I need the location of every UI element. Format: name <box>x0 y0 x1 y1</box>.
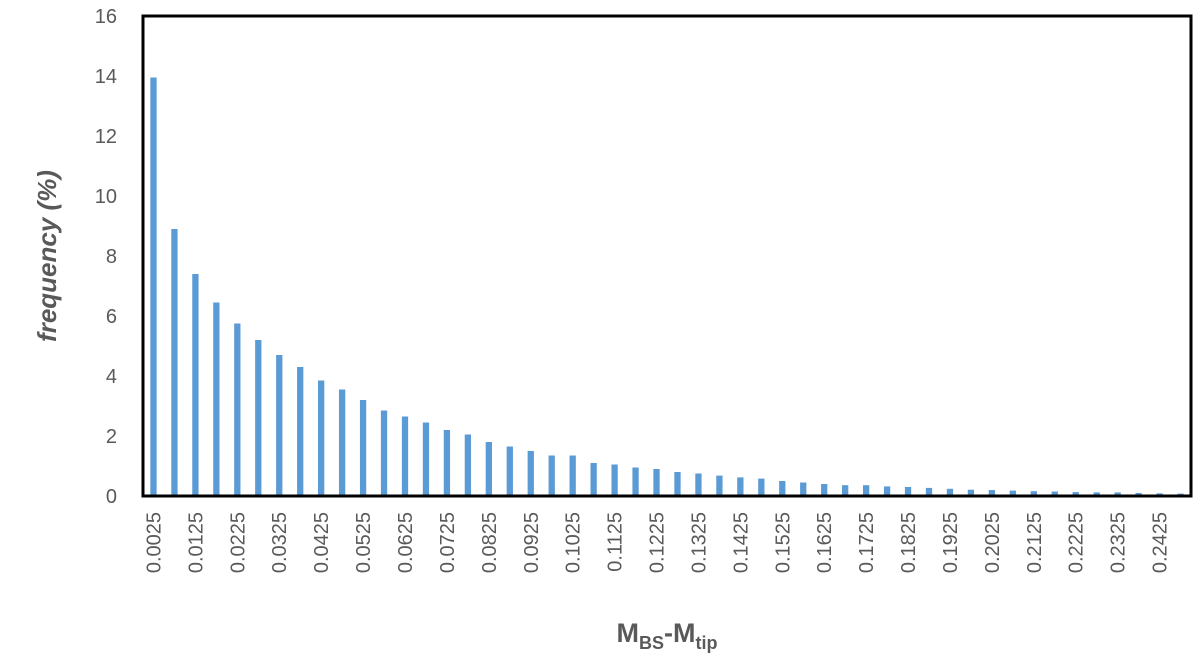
bar <box>380 410 388 496</box>
bar <box>653 469 660 496</box>
x-tick-label: 0.2225 <box>1066 512 1088 573</box>
bar <box>904 487 912 496</box>
bars-group <box>150 77 1184 496</box>
bar <box>883 486 891 496</box>
bar <box>862 485 870 496</box>
bar <box>171 229 178 496</box>
x-tick-label: 0.1825 <box>898 512 920 573</box>
y-tick-label: 10 <box>95 186 117 208</box>
x-tick-label: 0.1725 <box>856 512 878 573</box>
bar <box>737 477 744 496</box>
x-axis-label-subscript: tip <box>696 633 718 653</box>
bar <box>821 484 828 496</box>
plot-area-frame <box>141 14 1193 498</box>
x-axis-label-part: -M <box>664 618 695 648</box>
x-tick-label: 0.0525 <box>353 512 375 573</box>
x-tick-label: 0.0925 <box>521 512 543 573</box>
bar <box>359 400 367 496</box>
bar <box>590 463 597 496</box>
bar <box>443 430 451 496</box>
x-tick-label: 0.1125 <box>605 512 627 572</box>
bar <box>569 455 576 496</box>
x-tick-label: 0.1425 <box>730 512 752 573</box>
y-axis-ticks: 0 2 4 6 8 10 12 14 16 <box>95 6 117 508</box>
bar <box>842 485 849 496</box>
x-tick-label: 0.0425 <box>311 512 333 573</box>
y-tick-label: 8 <box>106 246 117 268</box>
bar <box>422 422 430 496</box>
x-tick-label: 0.0725 <box>437 512 459 573</box>
bar <box>548 455 555 496</box>
y-tick-label: 14 <box>95 66 117 88</box>
x-tick-label: 0.0825 <box>479 512 501 573</box>
bar <box>925 487 933 496</box>
bar <box>506 446 513 496</box>
x-tick-label: 0.2325 <box>1108 512 1130 573</box>
bar <box>988 490 996 496</box>
x-axis-label-subscript: BS <box>639 633 664 653</box>
bar <box>695 473 702 496</box>
bar <box>758 478 765 496</box>
x-tick-label: 0.2425 <box>1150 512 1172 573</box>
x-tick-label: 0.1525 <box>772 512 794 573</box>
x-tick-label: 0.1325 <box>688 512 710 573</box>
x-axis-label-part: M <box>617 618 640 648</box>
x-tick-label: 0.1025 <box>563 512 585 573</box>
x-tick-label: 0.2125 <box>1024 512 1046 573</box>
y-tick-label: 4 <box>106 366 117 388</box>
x-tick-label: 0.2025 <box>982 512 1004 573</box>
bar <box>946 488 954 496</box>
y-axis-label: frequency (%) <box>32 170 62 342</box>
bar <box>276 355 283 496</box>
bar <box>338 389 346 496</box>
bar <box>632 467 639 496</box>
bar <box>213 302 220 496</box>
x-tick-label: 0.1625 <box>814 512 836 573</box>
bar <box>150 77 157 496</box>
x-tick-label: 0.0625 <box>395 512 417 573</box>
bar <box>401 416 409 496</box>
x-tick-label: 0.0025 <box>143 512 165 573</box>
bar <box>716 475 723 496</box>
x-axis-label: MBS-Mtip <box>617 618 718 653</box>
y-tick-label: 2 <box>106 426 117 448</box>
bar <box>800 482 807 496</box>
x-tick-label: 0.0125 <box>185 512 207 573</box>
bar <box>1072 492 1079 496</box>
bar <box>1009 490 1016 496</box>
bar <box>1030 491 1037 496</box>
bar <box>779 481 786 496</box>
bar <box>485 442 492 496</box>
bar <box>1114 492 1121 496</box>
y-tick-label: 6 <box>106 306 117 328</box>
x-tick-label: 0.0225 <box>227 512 249 573</box>
bar <box>674 472 681 496</box>
bar <box>318 380 325 496</box>
bar <box>464 434 472 496</box>
bar <box>234 323 241 496</box>
x-tick-label: 0.1925 <box>940 512 962 573</box>
x-tick-label: 0.1225 <box>647 512 669 573</box>
bar <box>611 464 618 496</box>
bar <box>192 274 199 496</box>
x-tick-label: 0.0325 <box>269 512 291 573</box>
bar <box>527 451 534 496</box>
y-tick-label: 12 <box>95 126 117 148</box>
y-tick-label: 0 <box>106 486 117 508</box>
bar <box>1051 491 1058 496</box>
bar <box>255 340 262 496</box>
bar <box>297 367 304 496</box>
x-axis-ticks: 0.0025 0.0125 0.0225 0.0325 0.0425 0.0525 0.06… <box>143 512 1171 573</box>
bar <box>1093 492 1100 496</box>
bar <box>967 489 975 496</box>
y-tick-label: 16 <box>95 6 117 28</box>
